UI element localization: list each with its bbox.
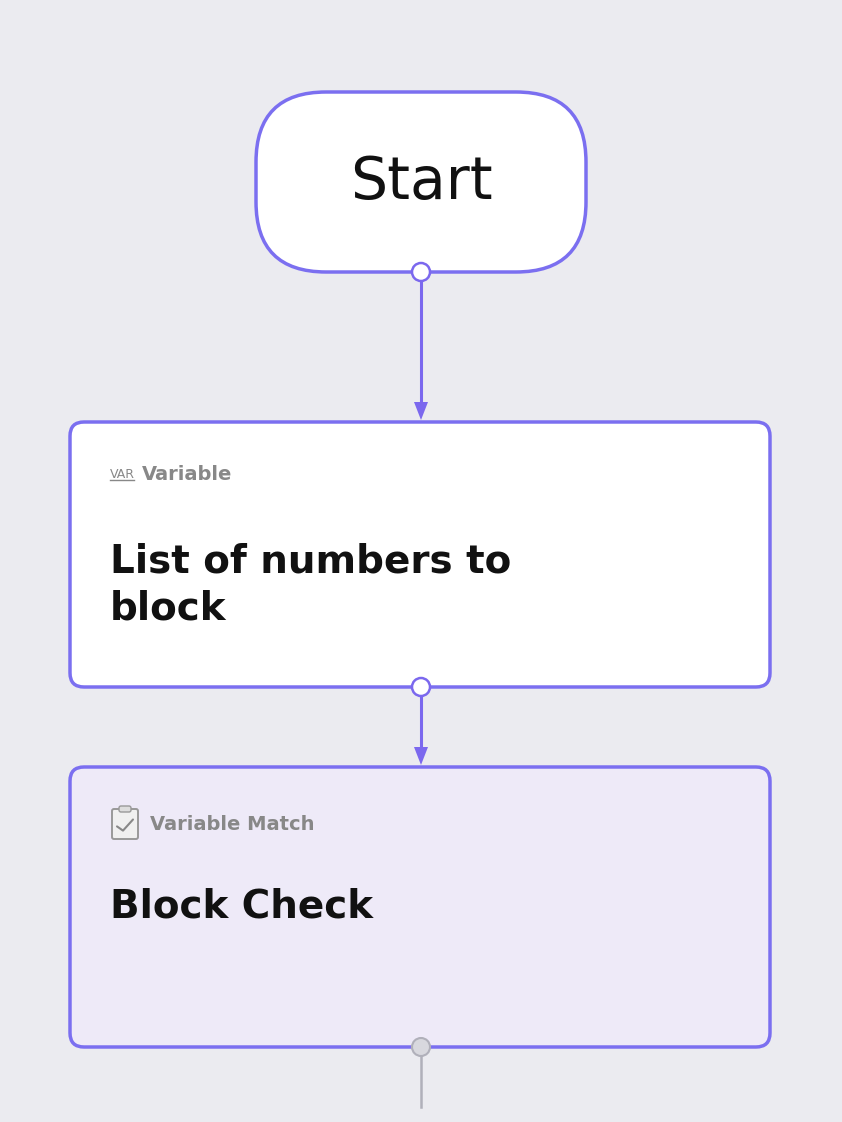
FancyBboxPatch shape xyxy=(256,92,586,272)
Circle shape xyxy=(412,263,430,280)
Polygon shape xyxy=(414,402,428,420)
Text: Start: Start xyxy=(349,154,493,211)
Text: Block Check: Block Check xyxy=(110,888,373,925)
FancyBboxPatch shape xyxy=(119,806,131,812)
FancyBboxPatch shape xyxy=(112,809,138,839)
Polygon shape xyxy=(414,747,428,765)
FancyBboxPatch shape xyxy=(70,767,770,1047)
Text: Variable: Variable xyxy=(142,465,232,484)
Text: List of numbers to
block: List of numbers to block xyxy=(110,542,511,627)
Circle shape xyxy=(412,1038,430,1056)
Circle shape xyxy=(412,678,430,696)
Text: Variable Match: Variable Match xyxy=(150,815,315,834)
FancyBboxPatch shape xyxy=(70,422,770,687)
Text: VAR: VAR xyxy=(110,468,135,480)
